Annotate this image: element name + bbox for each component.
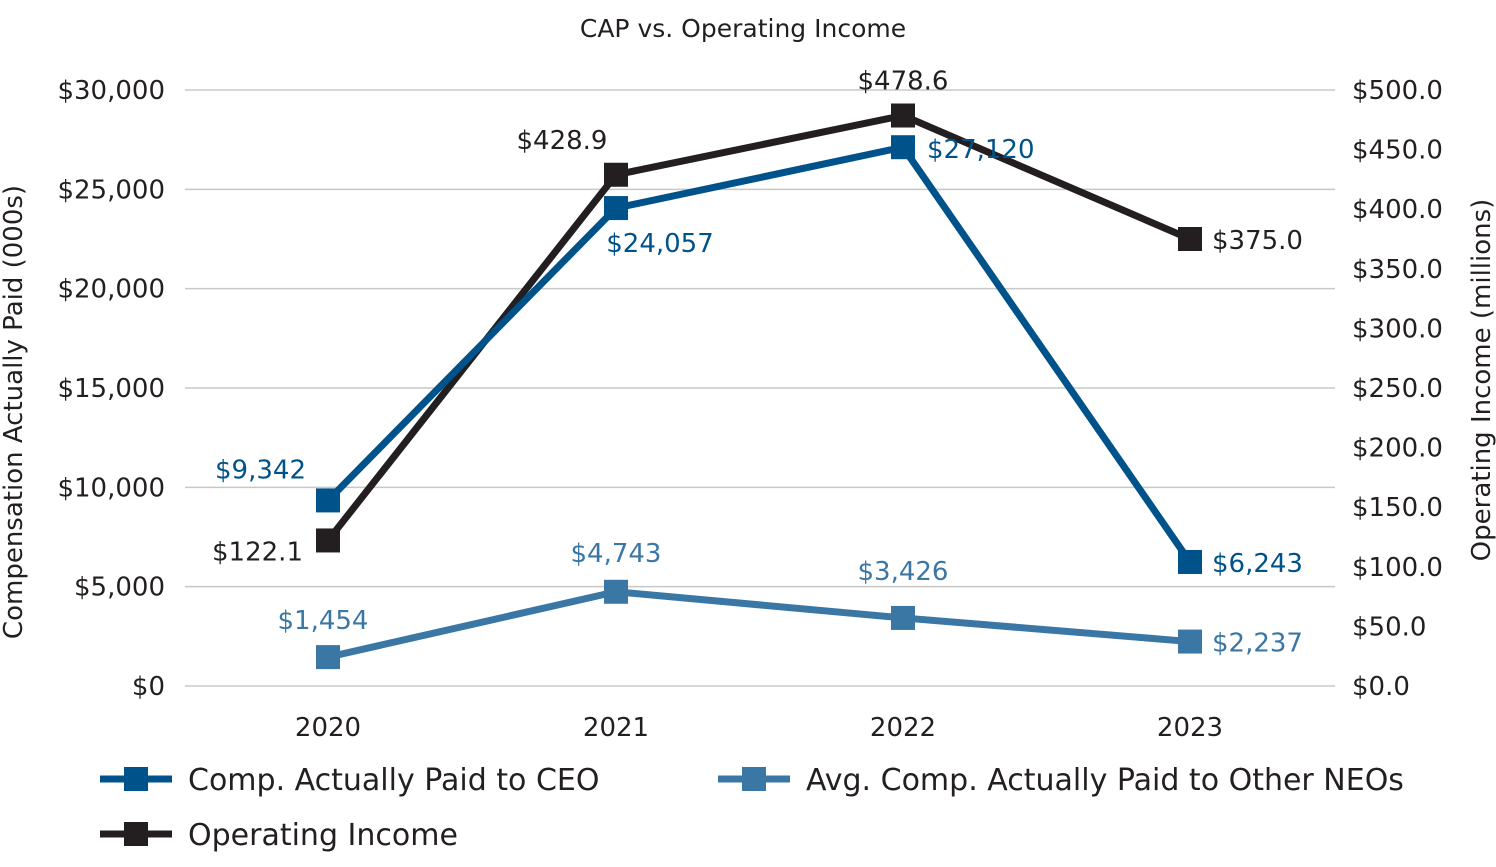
series-line-1 — [325, 143, 1193, 564]
data-label: $428.9 — [517, 126, 608, 156]
y-right-tick-label: $0.0 — [1352, 672, 1410, 702]
y-right-tick-label: $150.0 — [1352, 493, 1443, 523]
y-right-tick-label: $200.0 — [1352, 434, 1443, 464]
legend-marker — [124, 767, 148, 791]
data-point-marker — [604, 162, 628, 187]
y-right-tick-label: $500.0 — [1352, 76, 1443, 106]
data-point-marker — [891, 103, 915, 128]
data-label: $6,243 — [1212, 549, 1303, 579]
y-right-tick-label: $450.0 — [1352, 136, 1443, 166]
y-left-tick-label: $15,000 — [57, 374, 165, 404]
y-right-tick-label: $300.0 — [1352, 314, 1443, 344]
data-label: $4,743 — [571, 539, 662, 569]
data-label: $375.0 — [1212, 226, 1303, 256]
x-tick-label: 2021 — [583, 713, 649, 743]
y-left-tick-label: $20,000 — [57, 275, 165, 305]
data-label: $3,426 — [858, 557, 949, 587]
data-point-marker — [316, 645, 340, 670]
data-point-marker — [891, 605, 915, 630]
data-label: $9,342 — [215, 455, 306, 485]
legend-marker — [742, 767, 766, 791]
x-tick-label: 2020 — [295, 713, 361, 743]
data-label: $478.6 — [858, 67, 949, 97]
y-left-tick-label: $5,000 — [74, 573, 165, 603]
data-point-marker — [604, 579, 628, 604]
data-label: $24,057 — [606, 229, 714, 259]
data-point-marker — [1178, 227, 1202, 251]
data-point-marker — [316, 528, 340, 553]
y-left-tick-label: $10,000 — [57, 473, 165, 503]
data-point-marker — [604, 196, 628, 221]
y-right-tick-label: $50.0 — [1352, 612, 1426, 642]
data-label: $122.1 — [212, 537, 303, 567]
y-left-tick-label: $0 — [132, 672, 165, 702]
series-line-2 — [327, 588, 1191, 661]
data-point-marker — [1178, 629, 1202, 654]
legend-label: Avg. Comp. Actually Paid to Other NEOs — [806, 763, 1404, 798]
y-left-axis-label: Compensation Actually Paid (000s) — [0, 185, 29, 639]
legend-label: Comp. Actually Paid to CEO — [188, 763, 599, 798]
data-label: $2,237 — [1212, 629, 1303, 659]
y-right-axis-label: Operating Income (millions) — [1467, 199, 1496, 562]
y-right-tick-label: $350.0 — [1352, 255, 1443, 285]
legend-marker — [124, 822, 148, 846]
y-right-tick-label: $250.0 — [1352, 374, 1443, 404]
y-left-tick-label: $25,000 — [57, 175, 165, 205]
y-right-tick-label: $400.0 — [1352, 195, 1443, 225]
chart-title: CAP vs. Operating Income — [580, 14, 906, 43]
data-point-marker — [316, 488, 340, 513]
y-left-tick-label: $30,000 — [57, 76, 165, 106]
legend-label: Operating Income — [188, 818, 458, 853]
data-label: $1,454 — [278, 606, 369, 636]
y-right-tick-label: $100.0 — [1352, 553, 1443, 583]
x-tick-label: 2023 — [1157, 713, 1223, 743]
data-label: $27,120 — [927, 135, 1035, 165]
x-tick-label: 2022 — [870, 713, 936, 743]
data-point-marker — [891, 135, 915, 160]
data-point-marker — [1178, 549, 1202, 574]
